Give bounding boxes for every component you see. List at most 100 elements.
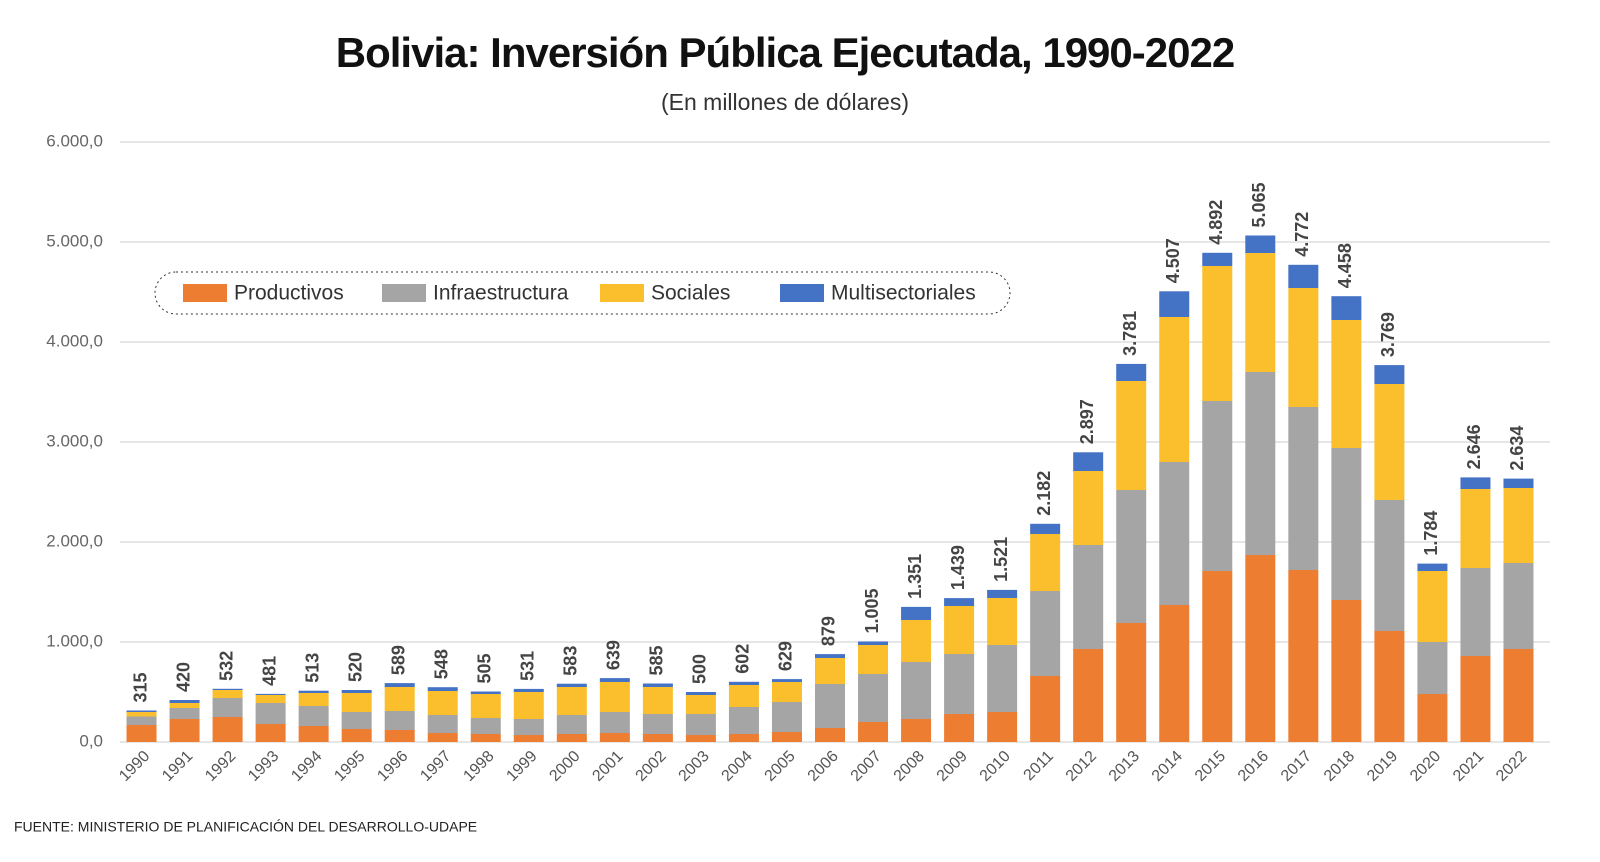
bar-segment bbox=[1331, 296, 1362, 320]
legend-swatch bbox=[183, 284, 227, 302]
bar-segment bbox=[1159, 317, 1190, 462]
bar-segment bbox=[815, 654, 845, 658]
bar-segment bbox=[1030, 591, 1061, 676]
bar-segment bbox=[815, 684, 845, 728]
bar-segment bbox=[1245, 253, 1276, 372]
bar-segment bbox=[1288, 288, 1319, 407]
total-label: 629 bbox=[776, 641, 796, 671]
bar-segment bbox=[642, 714, 673, 734]
bar-segment bbox=[556, 687, 587, 715]
bar-segment bbox=[1073, 452, 1104, 471]
bar-segment bbox=[1417, 563, 1448, 571]
legend-swatch bbox=[780, 284, 824, 302]
x-tick-label: 2004 bbox=[719, 748, 756, 785]
total-label: 1.005 bbox=[862, 588, 882, 633]
x-tick-label: 2008 bbox=[891, 748, 928, 785]
total-label: 602 bbox=[733, 644, 753, 674]
legend-label: Sociales bbox=[651, 282, 730, 305]
bar-segment bbox=[642, 687, 673, 714]
bar-segment bbox=[987, 589, 1018, 598]
total-label: 1.439 bbox=[948, 545, 968, 590]
bar-segment bbox=[126, 712, 157, 717]
bar-segment bbox=[513, 692, 544, 719]
x-tick-label: 1994 bbox=[288, 748, 325, 785]
total-label: 548 bbox=[431, 649, 451, 679]
y-tick-label: 3.000,0 bbox=[46, 431, 103, 450]
x-tick-label: 2010 bbox=[977, 748, 1014, 785]
bar-segment bbox=[728, 685, 759, 707]
bar-segment bbox=[944, 598, 975, 606]
bar-segment bbox=[1460, 489, 1491, 568]
bar-segment bbox=[1116, 363, 1147, 381]
legend-swatch bbox=[600, 284, 644, 302]
total-label: 639 bbox=[604, 640, 624, 670]
x-tick-label: 1992 bbox=[202, 748, 239, 785]
bar-segment bbox=[513, 688, 544, 692]
total-label: 2.182 bbox=[1034, 471, 1054, 516]
bar-segment bbox=[126, 725, 157, 742]
total-label: 4.507 bbox=[1163, 238, 1183, 283]
bar-segment bbox=[1331, 320, 1362, 448]
x-tick-label: 2003 bbox=[676, 748, 713, 785]
x-tick-label: 2021 bbox=[1450, 748, 1487, 785]
x-tick-label: 2015 bbox=[1192, 748, 1229, 785]
bar-segment bbox=[1030, 523, 1061, 534]
x-tick-label: 1998 bbox=[460, 748, 497, 785]
bar-segment bbox=[126, 710, 157, 712]
y-tick-label: 4.000,0 bbox=[46, 331, 103, 350]
bar-segment bbox=[1460, 477, 1491, 489]
bar-segment bbox=[901, 620, 932, 662]
bar-segment bbox=[901, 662, 932, 719]
source: FUENTE: MINISTERIO DE PLANIFICACIÓN DEL … bbox=[14, 819, 477, 835]
bar-segment bbox=[685, 692, 716, 695]
x-tick-label: 1996 bbox=[374, 748, 411, 785]
bar-segment bbox=[427, 687, 458, 691]
x-tick-label: 2000 bbox=[546, 748, 583, 785]
bar-segment bbox=[341, 690, 372, 693]
bar-segment bbox=[212, 717, 243, 742]
x-tick-label: 2014 bbox=[1149, 748, 1186, 785]
bar-segment bbox=[1417, 694, 1448, 742]
bar-segment bbox=[470, 694, 501, 718]
bar-segment bbox=[1159, 291, 1190, 317]
total-label: 3.781 bbox=[1120, 311, 1140, 356]
bar-segment bbox=[1245, 372, 1276, 555]
x-tick-label: 2013 bbox=[1106, 748, 1143, 785]
bar-segment bbox=[987, 712, 1018, 742]
bar-segment bbox=[298, 693, 329, 706]
bar-segment bbox=[1460, 656, 1491, 742]
bar-segment bbox=[169, 703, 200, 708]
bar-segment bbox=[1331, 600, 1362, 742]
bar-segment bbox=[685, 695, 716, 714]
bar-segment bbox=[815, 658, 845, 684]
bar-segment bbox=[427, 715, 458, 733]
x-tick-label: 2019 bbox=[1364, 748, 1401, 785]
bar-segment bbox=[341, 693, 372, 712]
bar-segment bbox=[169, 719, 200, 742]
bar-segment bbox=[384, 730, 415, 742]
x-tick-label: 2011 bbox=[1021, 748, 1057, 784]
bar-segment bbox=[858, 674, 889, 722]
total-label: 589 bbox=[388, 645, 408, 675]
bar-segment bbox=[815, 728, 845, 742]
x-tick-label: 2012 bbox=[1063, 748, 1100, 785]
bar-segment bbox=[255, 693, 286, 695]
total-label: 1.521 bbox=[991, 537, 1011, 582]
bar-segment bbox=[1030, 676, 1061, 742]
bar-segment bbox=[427, 691, 458, 715]
total-label: 1.784 bbox=[1421, 511, 1441, 556]
bar-segment bbox=[599, 712, 630, 733]
x-tick-label: 1999 bbox=[503, 748, 540, 785]
x-tick-label: 2005 bbox=[762, 748, 799, 785]
bar-segment bbox=[470, 718, 501, 734]
total-label: 2.897 bbox=[1077, 399, 1097, 444]
bar-segment bbox=[427, 733, 458, 742]
bar-segment bbox=[513, 735, 544, 742]
bar-segment bbox=[1288, 407, 1319, 570]
bar-segment bbox=[728, 734, 759, 742]
bar-segment bbox=[858, 641, 889, 645]
total-label: 4.458 bbox=[1335, 243, 1355, 288]
total-label: 879 bbox=[819, 616, 839, 646]
bar-segment bbox=[1503, 488, 1534, 563]
